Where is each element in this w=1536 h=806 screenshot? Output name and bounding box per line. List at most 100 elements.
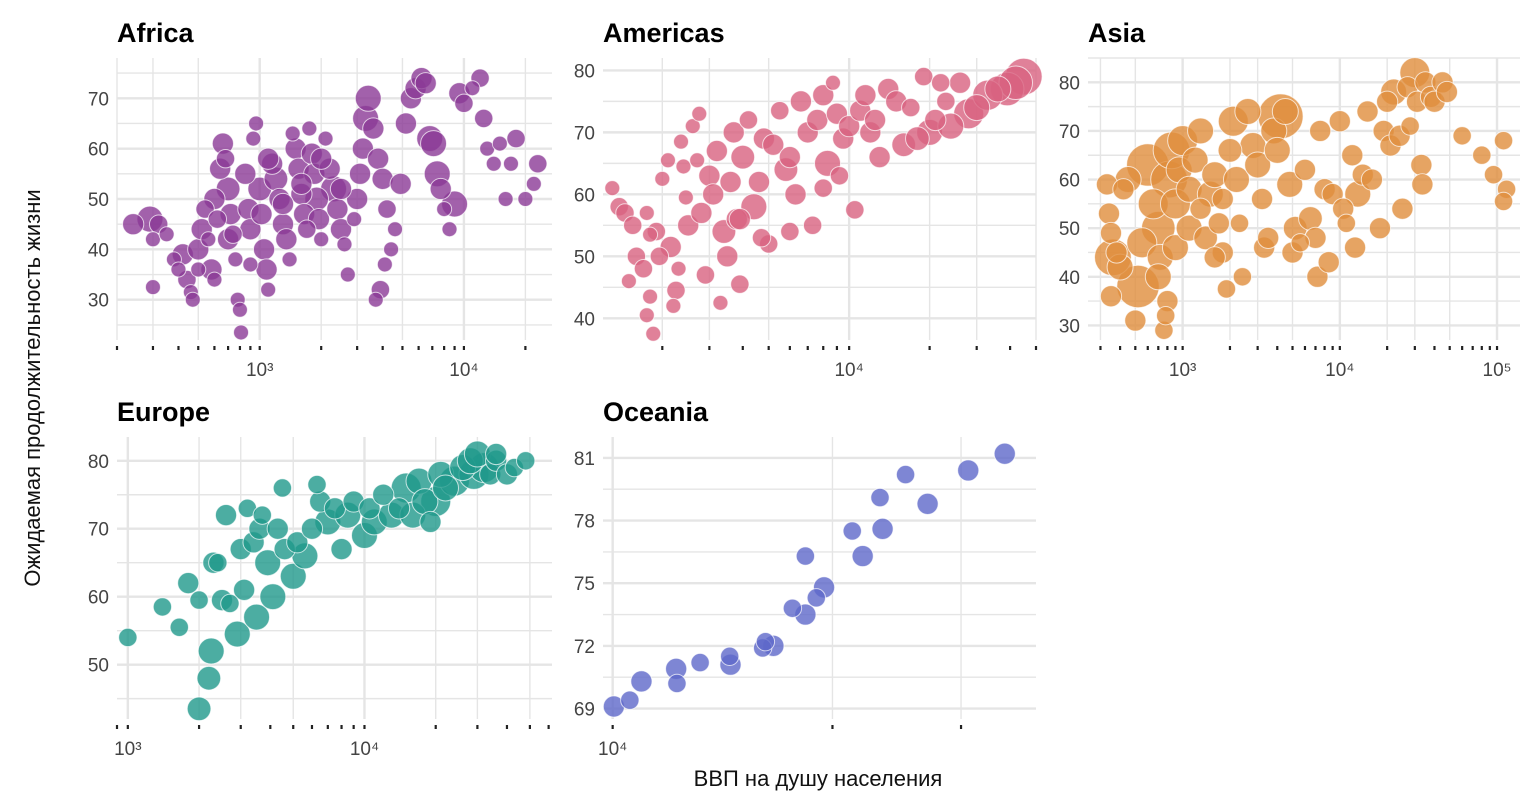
data-point xyxy=(1356,100,1379,123)
data-point xyxy=(778,146,801,169)
data-point xyxy=(770,100,790,121)
data-point xyxy=(690,652,710,673)
data-point xyxy=(871,517,894,541)
x-tick-label: 10⁴ xyxy=(449,360,478,381)
data-point xyxy=(751,228,772,248)
data-point xyxy=(984,75,1012,103)
data-point xyxy=(1360,168,1384,191)
data-point xyxy=(730,144,756,170)
data-point xyxy=(702,183,725,206)
data-point xyxy=(234,162,257,185)
data-point xyxy=(260,281,277,298)
y-tick-label: 70 xyxy=(574,123,595,144)
data-point xyxy=(747,170,771,194)
x-gridlines xyxy=(611,437,963,729)
data-point xyxy=(851,544,874,568)
data-point xyxy=(1232,267,1253,287)
data-point xyxy=(1293,158,1317,181)
data-point xyxy=(1250,187,1274,211)
data-point xyxy=(313,231,330,248)
y-tick-label: 80 xyxy=(88,452,109,473)
data-point xyxy=(377,199,397,219)
data-point xyxy=(279,562,307,590)
y-tick-label: 80 xyxy=(574,61,595,82)
data-point xyxy=(441,221,458,238)
data-point xyxy=(802,215,823,236)
data-point xyxy=(738,110,759,130)
data-point xyxy=(780,221,800,242)
data-point xyxy=(376,256,393,273)
data-point xyxy=(301,120,318,137)
data-point xyxy=(895,464,916,485)
data-point xyxy=(286,531,309,554)
data-point xyxy=(1411,173,1434,196)
data-point xyxy=(215,149,236,169)
data-point xyxy=(705,139,728,163)
data-point xyxy=(901,97,921,118)
data-point xyxy=(248,115,265,132)
data-point xyxy=(242,256,259,273)
data-point xyxy=(252,505,272,525)
y-tick-label: 50 xyxy=(88,656,109,677)
data-point xyxy=(824,74,841,91)
y-tick-label: 81 xyxy=(574,449,595,470)
data-point xyxy=(329,177,353,201)
data-point xyxy=(659,152,676,169)
points xyxy=(602,442,1016,718)
data-point xyxy=(414,72,437,95)
data-point xyxy=(231,301,248,318)
data-point xyxy=(1391,197,1414,220)
data-point xyxy=(122,213,145,236)
data-point xyxy=(367,147,390,170)
data-point xyxy=(1493,130,1514,151)
x-tick-label: 10⁴ xyxy=(1325,360,1354,381)
y-gridlines xyxy=(603,456,1036,710)
data-point xyxy=(604,180,621,197)
y-tick-label: 72 xyxy=(574,637,595,658)
data-point xyxy=(189,590,209,610)
data-point xyxy=(516,451,536,471)
y-tick-label: 70 xyxy=(1059,122,1080,143)
data-point xyxy=(675,158,692,175)
data-point xyxy=(870,487,890,508)
data-point xyxy=(429,177,452,201)
data-point xyxy=(214,504,238,527)
data-point xyxy=(1376,90,1399,113)
data-point xyxy=(1203,246,1226,269)
data-point xyxy=(254,549,282,577)
data-point xyxy=(275,228,298,251)
data-point xyxy=(227,251,244,268)
y-tick-label: 60 xyxy=(88,588,109,609)
data-point xyxy=(387,497,411,520)
data-point xyxy=(323,497,347,520)
panel-title: Africa xyxy=(117,18,195,48)
data-point xyxy=(868,146,891,169)
data-point xyxy=(719,646,740,667)
y-tick-label: 50 xyxy=(1059,219,1080,240)
data-point xyxy=(339,266,356,283)
data-point xyxy=(948,71,972,94)
data-point xyxy=(1317,251,1340,274)
data-point xyxy=(913,66,934,87)
y-tick-label: 78 xyxy=(574,512,595,533)
data-point xyxy=(1263,136,1291,164)
data-point xyxy=(630,670,653,693)
data-point xyxy=(186,696,212,722)
data-point xyxy=(346,187,369,211)
data-point xyxy=(1435,80,1459,104)
data-point xyxy=(152,597,173,617)
data-point xyxy=(1187,117,1215,145)
data-point xyxy=(782,598,803,618)
data-point xyxy=(436,201,453,218)
data-point xyxy=(372,483,395,506)
data-point xyxy=(673,133,690,150)
data-point xyxy=(728,208,751,231)
data-point xyxy=(190,261,207,278)
data-point xyxy=(245,130,262,147)
data-point xyxy=(695,265,716,285)
data-point xyxy=(184,291,201,308)
data-point xyxy=(795,546,816,566)
data-point xyxy=(1124,309,1147,332)
data-point xyxy=(158,226,175,243)
data-point xyxy=(491,135,508,152)
